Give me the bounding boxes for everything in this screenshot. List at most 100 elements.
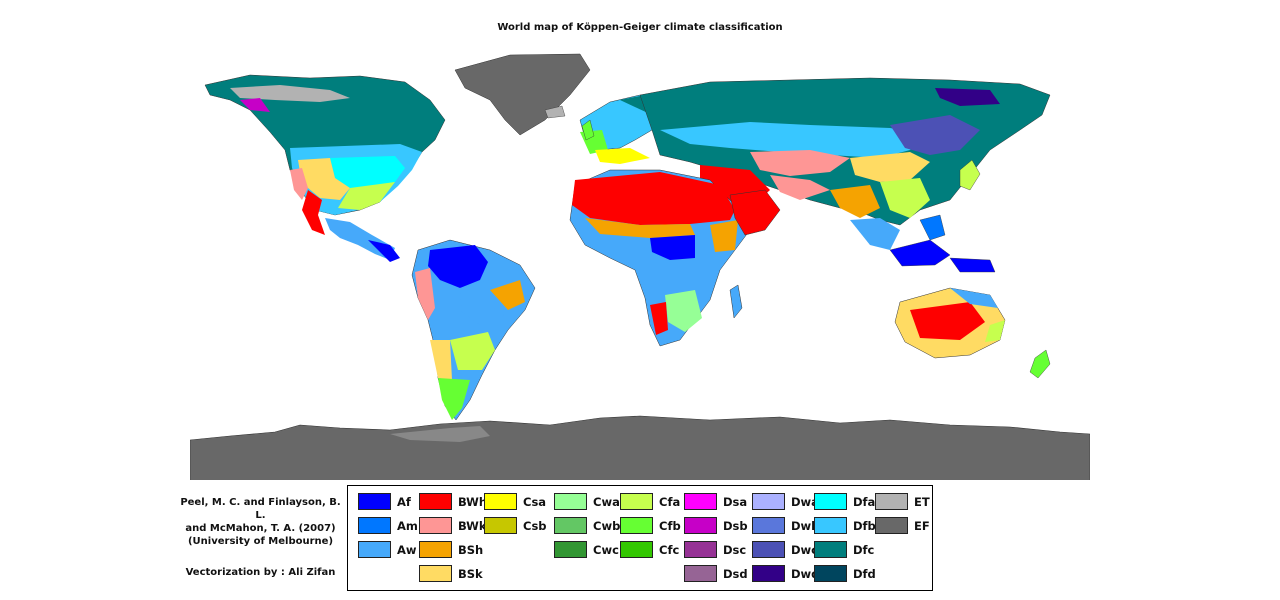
legend-label: Cwc bbox=[593, 542, 619, 557]
legend-swatch bbox=[684, 493, 717, 510]
legend-label: Af bbox=[397, 494, 411, 509]
legend-item-cwb: Cwb bbox=[554, 516, 620, 535]
legend-swatch bbox=[620, 517, 653, 534]
legend-swatch bbox=[358, 541, 391, 558]
legend-swatch bbox=[419, 565, 452, 582]
legend-item-dwb: Dwb bbox=[752, 516, 819, 535]
legend-item-bwh: BWh bbox=[419, 492, 487, 511]
legend-label: Cwb bbox=[593, 518, 621, 533]
legend-swatch bbox=[752, 517, 785, 534]
legend-swatch bbox=[620, 493, 653, 510]
legend-swatch bbox=[554, 493, 587, 510]
legend-item-et: ET bbox=[875, 492, 930, 511]
legend-label: BWh bbox=[458, 494, 488, 509]
legend-label: Am bbox=[397, 518, 418, 533]
legend-label: Dwd bbox=[791, 566, 820, 581]
south-america bbox=[411, 239, 536, 421]
legend-label: Dfc bbox=[853, 542, 875, 557]
greenland bbox=[454, 53, 591, 136]
legend-item-af: Af bbox=[358, 492, 411, 511]
legend-label: BSh bbox=[458, 542, 484, 557]
legend-swatch bbox=[484, 517, 517, 534]
legend-item-am: Am bbox=[358, 516, 418, 535]
legend-label: Dsc bbox=[723, 542, 747, 557]
legend-label: Dsd bbox=[723, 566, 748, 581]
legend-swatch bbox=[752, 541, 785, 558]
legend-label: Cfc bbox=[659, 542, 680, 557]
legend-item-cfc: Cfc bbox=[620, 540, 679, 559]
indonesia bbox=[889, 214, 996, 273]
legend-item-cwa: Cwa bbox=[554, 492, 620, 511]
legend-label: Aw bbox=[397, 542, 417, 557]
legend-item-dsd: Dsd bbox=[684, 564, 748, 583]
legend-swatch bbox=[554, 517, 587, 534]
climate-legend: Af Am Aw BWh BWk BSh BSk Csa Csb Cwa Cwb Cwc Cfa Cfb C… bbox=[347, 485, 933, 591]
legend-swatch bbox=[814, 517, 847, 534]
antarctica bbox=[190, 415, 1090, 480]
legend-swatch bbox=[419, 493, 452, 510]
legend-item-csb: Csb bbox=[484, 516, 547, 535]
legend-label: EF bbox=[914, 518, 930, 533]
legend-item-aw: Aw bbox=[358, 540, 417, 559]
new-zealand bbox=[1029, 349, 1051, 379]
iceland bbox=[544, 105, 566, 119]
legend-swatch bbox=[752, 493, 785, 510]
legend-item-dwd: Dwd bbox=[752, 564, 819, 583]
legend-label: Cfa bbox=[659, 494, 681, 509]
legend-label: Dsa bbox=[723, 494, 748, 509]
legend-item-ef: EF bbox=[875, 516, 930, 535]
legend-swatch bbox=[620, 541, 653, 558]
legend-swatch bbox=[684, 517, 717, 534]
legend-label: Dsb bbox=[723, 518, 748, 533]
great-britain bbox=[581, 119, 595, 141]
legend-label: Cfb bbox=[659, 518, 681, 533]
legend-swatch bbox=[814, 565, 847, 582]
legend-label: BSk bbox=[458, 566, 483, 581]
north-america bbox=[204, 74, 446, 262]
legend-item-dsa: Dsa bbox=[684, 492, 747, 511]
credit-line-2: and McMahon, T. A. (2007) bbox=[185, 523, 336, 534]
legend-item-dfd: Dfd bbox=[814, 564, 876, 583]
legend-swatch bbox=[358, 517, 391, 534]
credit-line-3: (University of Melbourne) bbox=[187, 536, 334, 547]
legend-label: Dwc bbox=[791, 542, 818, 557]
legend-swatch bbox=[484, 493, 517, 510]
legend-swatch bbox=[684, 541, 717, 558]
legend-swatch bbox=[684, 565, 717, 582]
legend-label: Dwb bbox=[791, 518, 820, 533]
legend-item-dwc: Dwc bbox=[752, 540, 818, 559]
legend-swatch bbox=[554, 541, 587, 558]
legend-swatch bbox=[875, 493, 908, 510]
legend-swatch bbox=[814, 493, 847, 510]
world-map bbox=[190, 53, 1090, 480]
legend-swatch bbox=[358, 493, 391, 510]
africa bbox=[569, 169, 751, 347]
map-title: World map of Köppen-Geiger climate class… bbox=[497, 22, 783, 33]
credit-line-1: Peel, M. C. and Finlayson, B. L. bbox=[180, 497, 341, 521]
legend-item-cfb: Cfb bbox=[620, 516, 681, 535]
arabia bbox=[729, 189, 781, 236]
legend-item-dfc: Dfc bbox=[814, 540, 874, 559]
legend-label: Dwa bbox=[791, 494, 819, 509]
legend-swatch bbox=[752, 565, 785, 582]
legend-swatch bbox=[419, 517, 452, 534]
legend-label: Csb bbox=[523, 518, 547, 533]
vectorization-credit: Vectorization by : Ali Zifan bbox=[185, 567, 336, 578]
madagascar bbox=[729, 284, 743, 319]
legend-label: Dfd bbox=[853, 566, 876, 581]
legend-swatch bbox=[419, 541, 452, 558]
legend-swatch bbox=[875, 517, 908, 534]
legend-label: BWk bbox=[458, 518, 487, 533]
legend-item-dfb: Dfb bbox=[814, 516, 876, 535]
legend-item-dsb: Dsb bbox=[684, 516, 748, 535]
australia bbox=[894, 287, 1006, 359]
legend-label: Dfb bbox=[853, 518, 876, 533]
legend-item-csa: Csa bbox=[484, 492, 546, 511]
legend-item-dfa: Dfa bbox=[814, 492, 875, 511]
legend-item-bsk: BSk bbox=[419, 564, 483, 583]
legend-item-dsc: Dsc bbox=[684, 540, 746, 559]
legend-label: Csa bbox=[523, 494, 547, 509]
legend-item-bwk: BWk bbox=[419, 516, 486, 535]
legend-item-bsh: BSh bbox=[419, 540, 483, 559]
legend-item-cwc: Cwc bbox=[554, 540, 619, 559]
